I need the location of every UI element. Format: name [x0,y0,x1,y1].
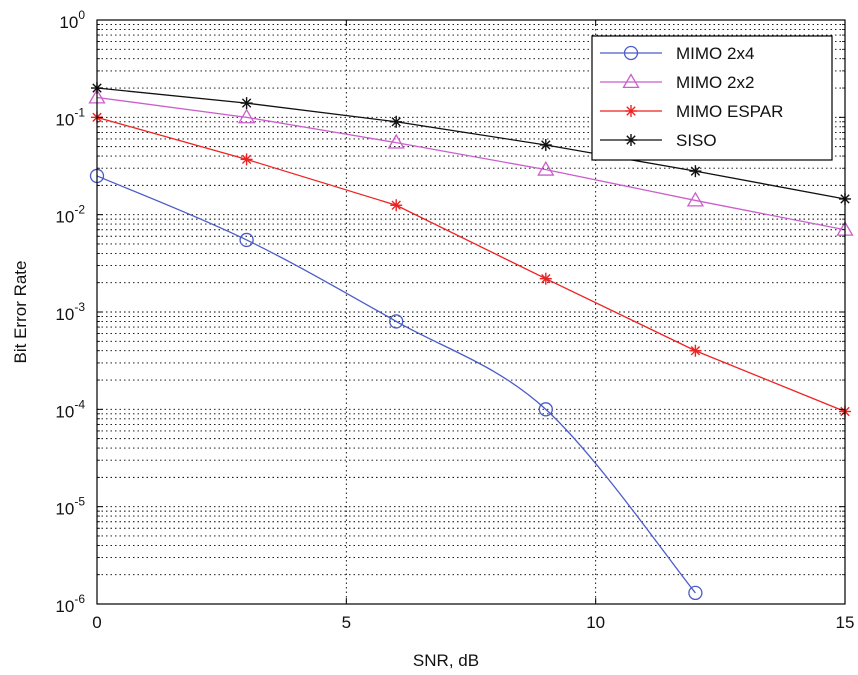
legend-marker [622,73,640,89]
data-point-mimo-2x4 [239,232,254,248]
x-axis-title: SNR, dB [413,651,479,670]
series-line-siso [96,87,846,200]
data-point-mimo-2x4 [538,402,553,417]
y-tick-label: 10-1 [55,105,85,129]
legend: MIMO 2x4 MIMO 2x2 MIMO ESPAR SISO [591,35,833,161]
series-line-mimo-espar [96,116,846,413]
data-point-siso [240,97,253,110]
x-tick-label: 10 [586,613,605,632]
y-tick-label: 10-6 [55,592,85,616]
legend-marker [625,134,637,146]
data-point-mimo-2x2 [387,133,405,149]
series-layer [88,82,854,601]
x-tick-label: 5 [342,613,351,632]
data-point-siso [539,138,552,151]
legend-marker [623,45,639,61]
data-point-siso [689,165,702,178]
y-tick-label: 10-3 [55,300,85,324]
data-point-mimo-2x4 [389,314,404,329]
legend-label: MIMO 2x2 [676,73,754,92]
y-tick-label: 10-2 [55,203,85,227]
data-point-mimo-espar [390,199,403,212]
y-axis-title: Bit Error Rate [11,261,30,364]
legend-label: MIMO ESPAR [676,102,783,121]
y-tick-label: 10-5 [55,495,85,519]
data-point-mimo-2x2 [537,160,555,176]
data-point-mimo-espar [240,153,253,166]
legend-entry-mimo-2x4: MIMO 2x4 [600,44,754,63]
tick-layer: 0 5 10 15 10-6 10-5 10-4 10-3 10-2 10-1 100 [55,8,854,632]
grid [97,20,845,604]
legend-entry-mimo-espar: MIMO ESPAR [600,102,783,121]
data-point-mimo-2x2 [686,191,705,207]
legend-label: SISO [676,131,717,150]
legend-label: MIMO 2x4 [676,44,754,63]
legend-marker [625,105,637,117]
data-point-mimo-espar [689,344,702,357]
x-tick-label: 15 [836,613,855,632]
legend-entry-mimo-2x2: MIMO 2x2 [600,73,754,92]
series-line-mimo-2x2 [96,96,846,231]
x-tick-label: 0 [92,613,101,632]
y-tick-label: 10-4 [55,397,85,421]
legend-entry-siso: SISO [600,131,717,150]
data-point-mimo-espar [539,272,552,285]
y-tick-label: 100 [59,8,85,32]
data-point-mimo-2x2 [237,108,256,124]
data-point-mimo-2x4 [688,585,703,601]
data-point-siso [390,115,403,128]
